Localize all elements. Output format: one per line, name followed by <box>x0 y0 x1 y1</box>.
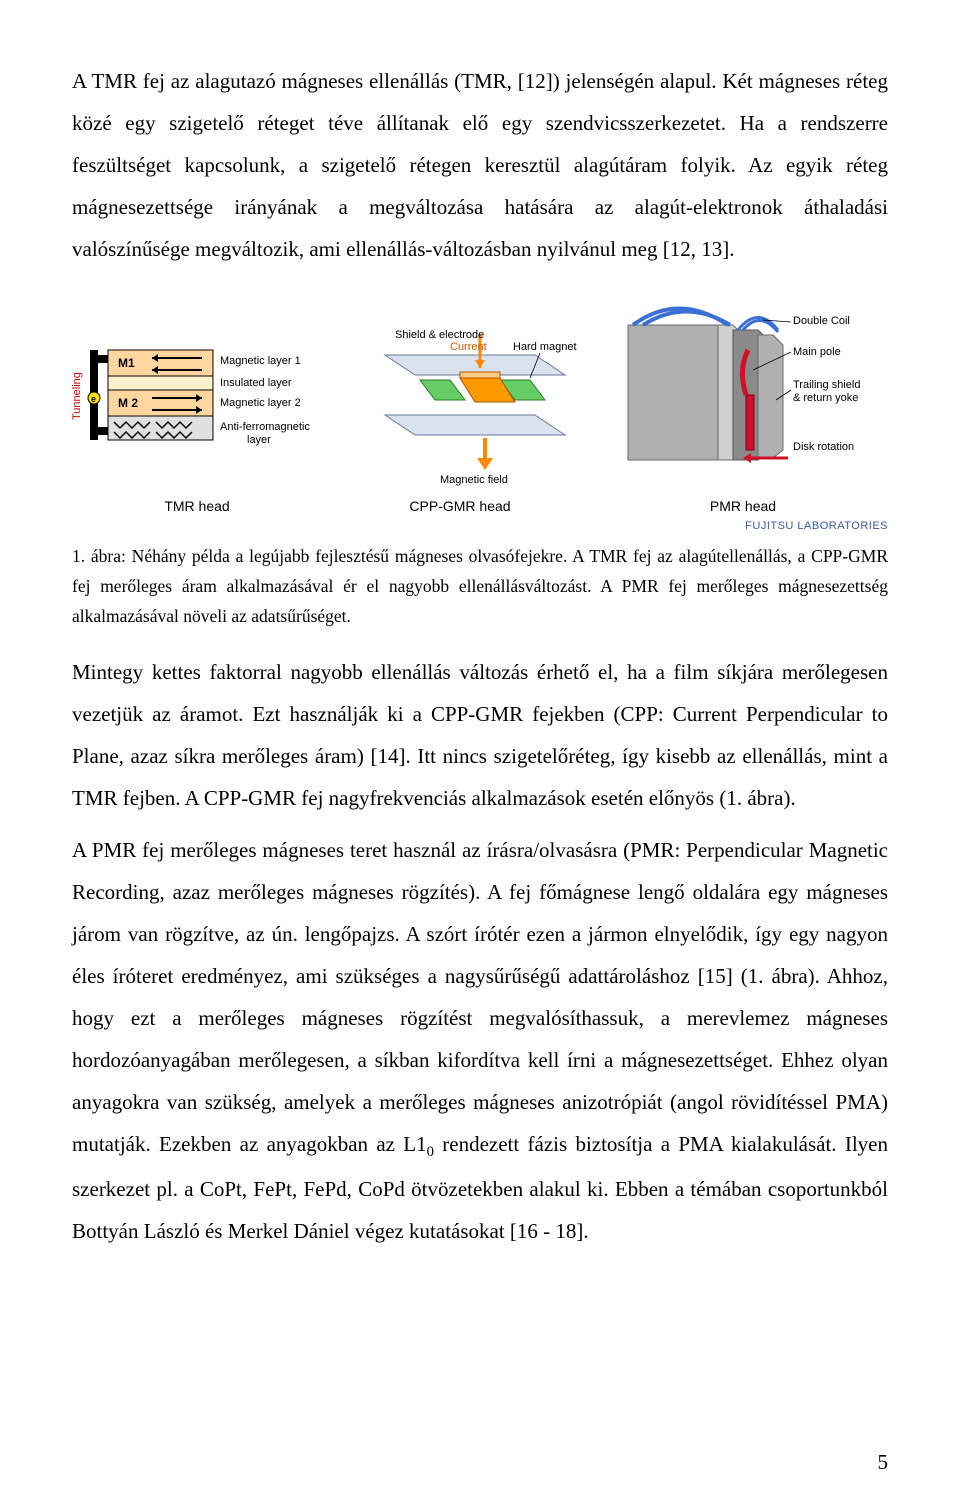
figure-pmr: Double Coil Main pole Trailing shield & … <box>598 300 888 514</box>
disk-rotation-label: Disk rotation <box>793 441 854 453</box>
cpp-title: CPP-GMR head <box>409 498 510 514</box>
pmr-title: PMR head <box>710 498 776 514</box>
insulated-label: Insulated layer <box>220 377 292 389</box>
figure-row: Tunneling M1 M 2 <box>72 300 888 514</box>
m2-label: M 2 <box>118 396 138 410</box>
lab-label: FUJITSU LABORATORIES <box>72 520 888 532</box>
shield-label: Shield & electrode <box>395 329 484 341</box>
cpp-head-diagram: Shield & electrode Current Hard magnet M… <box>335 320 585 490</box>
figure-tmr: Tunneling M1 M 2 <box>72 320 322 514</box>
svg-text:Anti-ferromagnetic: Anti-ferromagnetic <box>220 421 310 433</box>
hard-label: Hard magnet <box>513 341 577 353</box>
figure-caption: 1. ábra: Néhány példa a legújabb fejlesz… <box>72 542 888 631</box>
paragraph-cpp: Mintegy kettes faktorral nagyobb ellenál… <box>72 651 888 819</box>
paragraph-pmr-part1: A PMR fej merőleges mágneses teret haszn… <box>72 838 888 1156</box>
mag-layer1-label: Magnetic layer 1 <box>220 355 301 367</box>
page-number: 5 <box>878 1450 889 1475</box>
double-coil-label: Double Coil <box>793 315 850 327</box>
svg-text:e: e <box>91 394 96 404</box>
tunneling-label: Tunneling <box>72 372 83 420</box>
mag-layer2-label: Magnetic layer 2 <box>220 397 301 409</box>
svg-text:layer: layer <box>247 434 271 446</box>
paragraph-pmr: A PMR fej merőleges mágneses teret haszn… <box>72 829 888 1252</box>
magfield-label: Magnetic field <box>440 474 508 486</box>
m1-label: M1 <box>118 356 135 370</box>
tmr-title: TMR head <box>164 498 229 514</box>
svg-text:& return yoke: & return yoke <box>793 392 858 404</box>
figure-cpp: Shield & electrode Current Hard magnet M… <box>335 320 585 514</box>
tmr-head-diagram: Tunneling M1 M 2 <box>72 320 322 490</box>
paragraph-intro: A TMR fej az alagutazó mágneses ellenáll… <box>72 60 888 270</box>
current-label: Current <box>450 341 487 353</box>
main-pole-label: Main pole <box>793 346 841 358</box>
pmr-head-diagram: Double Coil Main pole Trailing shield & … <box>598 300 888 490</box>
l10-subscript: 0 <box>427 1144 434 1160</box>
svg-text:Trailing shield: Trailing shield <box>793 379 860 391</box>
